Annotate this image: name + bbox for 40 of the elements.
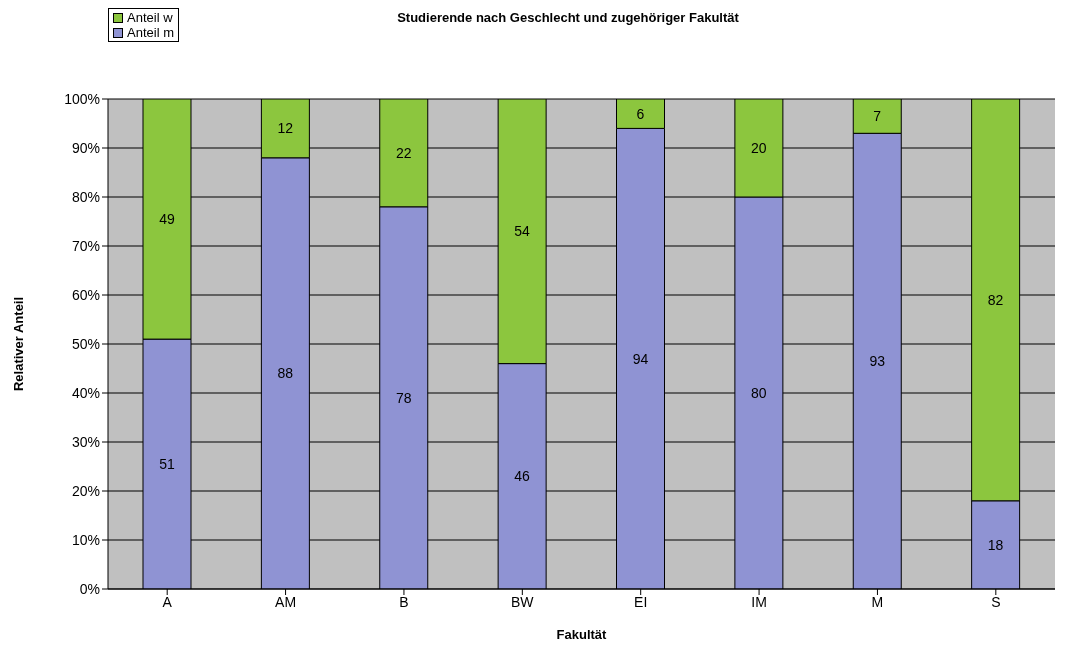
legend-label: Anteil m [127, 25, 174, 40]
data-label: 46 [514, 468, 531, 485]
x-axis-title: Fakultät [556, 627, 608, 642]
data-label: 82 [987, 291, 1004, 308]
data-label: 18 [987, 536, 1004, 553]
data-label: 12 [277, 120, 294, 137]
data-label: 51 [159, 456, 175, 473]
x-tick-label: A [162, 593, 173, 610]
data-label: 6 [636, 105, 645, 122]
data-label: 88 [277, 365, 294, 382]
data-label: 80 [751, 384, 767, 401]
data-label: 78 [395, 389, 412, 406]
x-tick-label: IM [751, 593, 767, 610]
data-label: 93 [869, 353, 886, 370]
legend-label: Anteil w [127, 10, 173, 25]
x-tick-label: S [991, 593, 1001, 610]
y-axis-title: Relativer Anteil [10, 296, 26, 392]
x-tick-label: M [871, 593, 884, 610]
y-tick-label: 0% [79, 580, 100, 597]
data-label: 94 [632, 350, 649, 367]
chart-title: Studierende nach Geschlecht und zugehöriger Fakultät [397, 10, 739, 25]
data-label: 22 [395, 144, 412, 161]
y-tick-label: 80% [71, 188, 100, 205]
x-tick-label: B [399, 593, 409, 610]
data-label: 20 [751, 139, 767, 156]
y-tick-label: 70% [71, 237, 100, 254]
data-label: 49 [159, 211, 175, 228]
data-label: 54 [514, 223, 531, 240]
y-tick-label: 30% [71, 433, 100, 450]
y-tick-label: 90% [71, 139, 100, 156]
y-tick-label: 40% [71, 384, 100, 401]
x-tick-label: BW [511, 593, 535, 610]
y-tick-label: 50% [71, 335, 100, 352]
x-tick-label: EI [634, 593, 648, 610]
data-label: 7 [873, 108, 882, 125]
y-tick-label: 100% [64, 90, 100, 107]
y-tick-label: 20% [71, 482, 100, 499]
y-tick-label: 10% [71, 531, 100, 548]
y-tick-label: 60% [71, 286, 100, 303]
x-tick-label: AM [275, 593, 297, 610]
